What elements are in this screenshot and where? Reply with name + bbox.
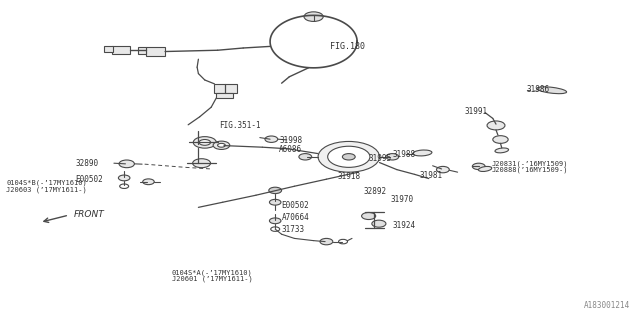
Circle shape: [328, 146, 370, 167]
Bar: [146, 47, 165, 56]
Text: 31986: 31986: [526, 85, 549, 94]
Circle shape: [193, 137, 216, 148]
Bar: [112, 46, 130, 54]
Text: 0104S*A(-’17MY1610): 0104S*A(-’17MY1610): [172, 269, 252, 276]
Text: J20601 (’17MY1611-): J20601 (’17MY1611-): [172, 276, 252, 282]
Circle shape: [271, 227, 280, 231]
Text: 31991: 31991: [465, 108, 488, 116]
Text: A183001214: A183001214: [584, 301, 630, 310]
Circle shape: [199, 140, 211, 145]
Ellipse shape: [413, 150, 432, 156]
Circle shape: [493, 136, 508, 143]
Circle shape: [304, 12, 323, 21]
Text: J20603 (’17MY1611-): J20603 (’17MY1611-): [6, 186, 87, 193]
Text: 32890: 32890: [76, 159, 99, 168]
Text: 31981: 31981: [420, 171, 443, 180]
Ellipse shape: [537, 87, 566, 94]
Circle shape: [299, 154, 312, 160]
Circle shape: [320, 238, 333, 245]
Text: FRONT: FRONT: [74, 210, 104, 219]
Text: J20831(-’16MY1509): J20831(-’16MY1509): [492, 161, 568, 167]
Circle shape: [120, 184, 129, 188]
Circle shape: [193, 159, 211, 168]
Text: 31988: 31988: [393, 150, 416, 159]
Text: 31733: 31733: [282, 225, 305, 234]
Text: 0104S*B(-’17MY1610): 0104S*B(-’17MY1610): [6, 180, 87, 186]
Text: A6086: A6086: [279, 145, 302, 154]
Bar: [214, 84, 237, 93]
Circle shape: [339, 239, 348, 244]
Circle shape: [218, 143, 225, 147]
Text: A70664: A70664: [282, 213, 309, 222]
Circle shape: [318, 141, 380, 172]
Circle shape: [436, 166, 449, 173]
Circle shape: [119, 160, 134, 168]
Circle shape: [362, 212, 376, 220]
Text: 31924: 31924: [393, 221, 416, 230]
Text: 31998: 31998: [279, 136, 302, 145]
Circle shape: [265, 136, 278, 142]
Circle shape: [372, 220, 386, 227]
Ellipse shape: [495, 148, 509, 153]
Circle shape: [269, 218, 281, 224]
Circle shape: [386, 154, 399, 160]
Text: J20888(’16MY1509-): J20888(’16MY1509-): [492, 167, 568, 173]
Circle shape: [269, 199, 281, 205]
Circle shape: [118, 175, 130, 181]
Text: E00502: E00502: [76, 175, 103, 184]
Text: E00502: E00502: [282, 201, 309, 210]
Text: 31970: 31970: [390, 195, 413, 204]
Text: 32892: 32892: [364, 187, 387, 196]
Text: 31918: 31918: [338, 172, 361, 181]
Bar: [216, 93, 233, 98]
Text: FIG.180: FIG.180: [330, 42, 365, 51]
Circle shape: [342, 154, 355, 160]
Circle shape: [213, 141, 230, 149]
Circle shape: [487, 121, 505, 130]
Text: 31995: 31995: [369, 154, 392, 163]
Ellipse shape: [479, 166, 492, 172]
Circle shape: [269, 187, 282, 194]
Bar: [138, 47, 146, 54]
Circle shape: [472, 163, 485, 170]
Bar: [104, 46, 113, 52]
Circle shape: [143, 179, 154, 185]
Text: FIG.351-1: FIG.351-1: [219, 121, 260, 130]
